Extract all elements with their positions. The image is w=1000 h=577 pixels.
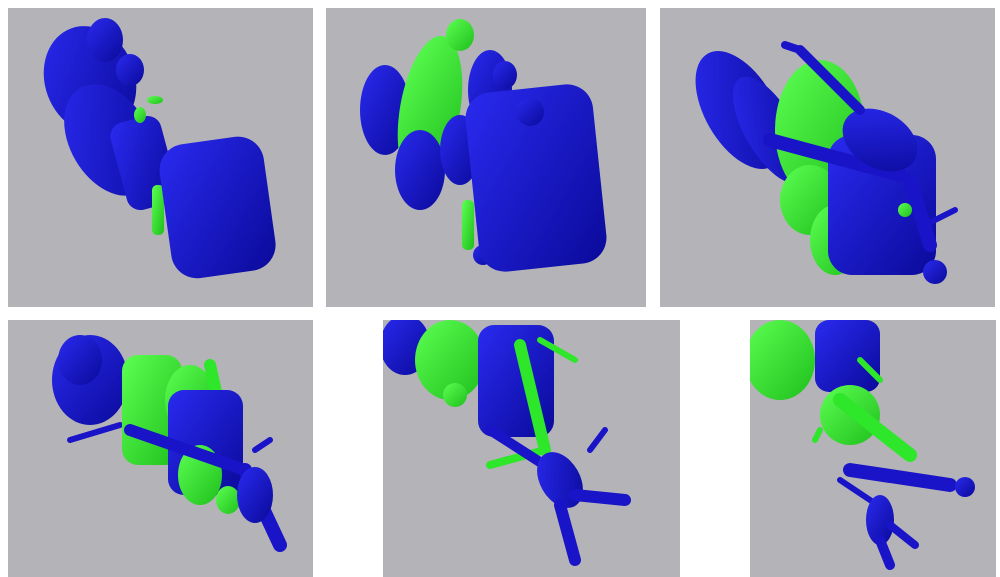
panel-frame-1: [8, 8, 313, 307]
panel-frame-5: [383, 320, 680, 577]
panel-frame-3: [660, 8, 995, 307]
panel-frame-6: [750, 320, 996, 577]
panel-frame-2: [326, 8, 646, 307]
panel-frame-4: [8, 320, 313, 577]
